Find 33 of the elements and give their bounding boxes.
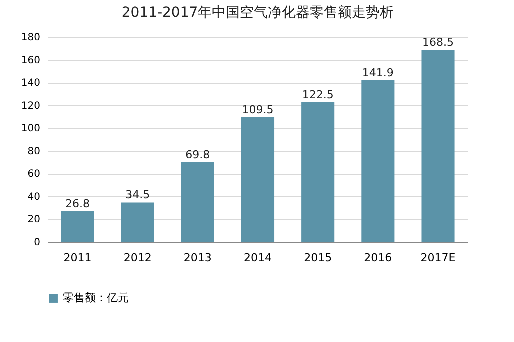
bar [302,102,335,242]
data-label: 34.5 [126,188,150,202]
bar [362,80,395,242]
x-tick-label: 2016 [364,252,392,264]
y-tick-label: 0 [34,238,40,248]
data-label: 122.5 [302,88,334,102]
x-tick-label: 2017E [420,252,456,264]
bar [181,162,214,242]
y-tick-label: 120 [21,100,40,112]
bar [422,50,455,242]
data-label: 26.8 [65,197,90,210]
data-label: 109.5 [242,103,274,116]
chart-title: 2011-2017年中国空气净化器零售额走势析 [122,5,394,21]
x-tick-label: 2015 [304,252,332,264]
data-label: 141.9 [362,66,394,80]
x-tick-label: 2011 [64,252,92,264]
bar [61,211,94,242]
y-tick-label: 20 [28,214,40,226]
y-tick-label: 140 [21,78,40,90]
bar [121,202,154,242]
x-tick-label: 2012 [124,252,152,264]
data-label: 69.8 [186,148,210,162]
y-tick-label: 40 [28,192,40,203]
y-tick-label: 180 [21,32,40,44]
y-tick-label: 100 [21,124,40,135]
y-tick-label: 160 [21,55,40,66]
y-tick-label: 60 [28,169,40,180]
x-tick-label: 2014 [244,252,272,264]
bar [241,117,275,242]
legend-label: 零售额：亿元 [63,292,129,304]
data-label: 168.5 [422,36,454,50]
y-tick-label: 80 [28,146,40,158]
x-tick-label: 2013 [184,252,212,264]
